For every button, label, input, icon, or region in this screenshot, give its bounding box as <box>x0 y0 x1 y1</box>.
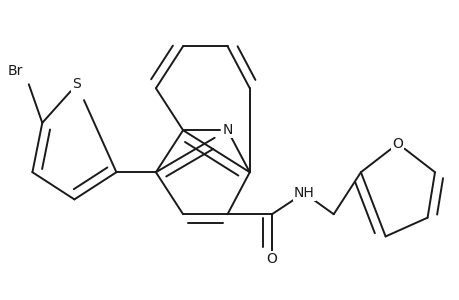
Text: O: O <box>266 252 277 266</box>
Text: Br: Br <box>7 64 22 78</box>
Text: N: N <box>222 123 232 137</box>
Text: NH: NH <box>293 186 314 200</box>
Text: S: S <box>73 77 81 91</box>
Text: O: O <box>392 136 403 151</box>
